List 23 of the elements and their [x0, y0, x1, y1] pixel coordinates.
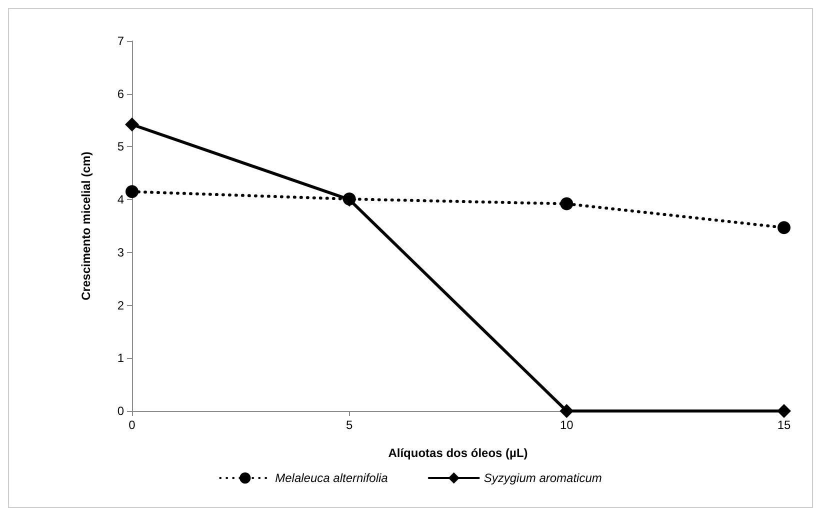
x-tick-label: 10	[560, 418, 574, 432]
point	[560, 404, 574, 418]
point	[560, 197, 574, 210]
y-tick-label: 7	[117, 34, 124, 48]
y-tick-label: 1	[117, 351, 124, 366]
point	[125, 118, 139, 132]
legend-label: Syzygium aromaticum	[484, 471, 602, 485]
x-tick-label: 0	[128, 418, 136, 432]
x-tick-label: 15	[777, 418, 791, 432]
y-tick-label: 4	[117, 192, 124, 207]
y-tick-label: 6	[117, 86, 124, 101]
y-tick-label: 0	[117, 404, 124, 418]
x-tick-label: 5	[346, 418, 353, 432]
x-axis-title: Alíquotas dos óleos (µL)	[388, 446, 528, 460]
y-tick-label: 2	[117, 298, 124, 312]
legend-label: Melaleuca alternifolia	[275, 471, 388, 485]
y-axis-title: Crescimento micelial (cm)	[79, 152, 93, 300]
point	[777, 404, 791, 418]
point	[342, 192, 356, 206]
point	[126, 185, 138, 198]
y-tick-label: 3	[117, 245, 124, 260]
point	[778, 221, 790, 234]
y-tick-label: 5	[117, 140, 124, 154]
